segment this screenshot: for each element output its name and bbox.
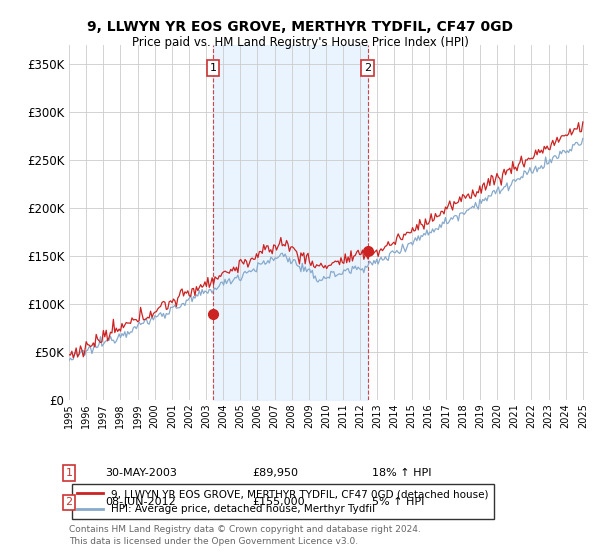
Text: 9, LLWYN YR EOS GROVE, MERTHYR TYDFIL, CF47 0GD: 9, LLWYN YR EOS GROVE, MERTHYR TYDFIL, C…: [87, 20, 513, 34]
Text: Price paid vs. HM Land Registry's House Price Index (HPI): Price paid vs. HM Land Registry's House …: [131, 36, 469, 49]
Text: 1: 1: [209, 63, 217, 73]
Text: 18% ↑ HPI: 18% ↑ HPI: [372, 468, 431, 478]
Text: 08-JUN-2012: 08-JUN-2012: [105, 497, 176, 507]
Text: £155,000: £155,000: [252, 497, 305, 507]
Text: 5% ↑ HPI: 5% ↑ HPI: [372, 497, 424, 507]
Text: 2: 2: [364, 63, 371, 73]
Text: 1: 1: [65, 468, 73, 478]
Text: Contains HM Land Registry data © Crown copyright and database right 2024.
This d: Contains HM Land Registry data © Crown c…: [69, 525, 421, 546]
Legend: 9, LLWYN YR EOS GROVE, MERTHYR TYDFIL, CF47 0GD (detached house), HPI: Average p: 9, LLWYN YR EOS GROVE, MERTHYR TYDFIL, C…: [71, 484, 494, 520]
Text: 30-MAY-2003: 30-MAY-2003: [105, 468, 177, 478]
Text: 2: 2: [65, 497, 73, 507]
Text: £89,950: £89,950: [252, 468, 298, 478]
